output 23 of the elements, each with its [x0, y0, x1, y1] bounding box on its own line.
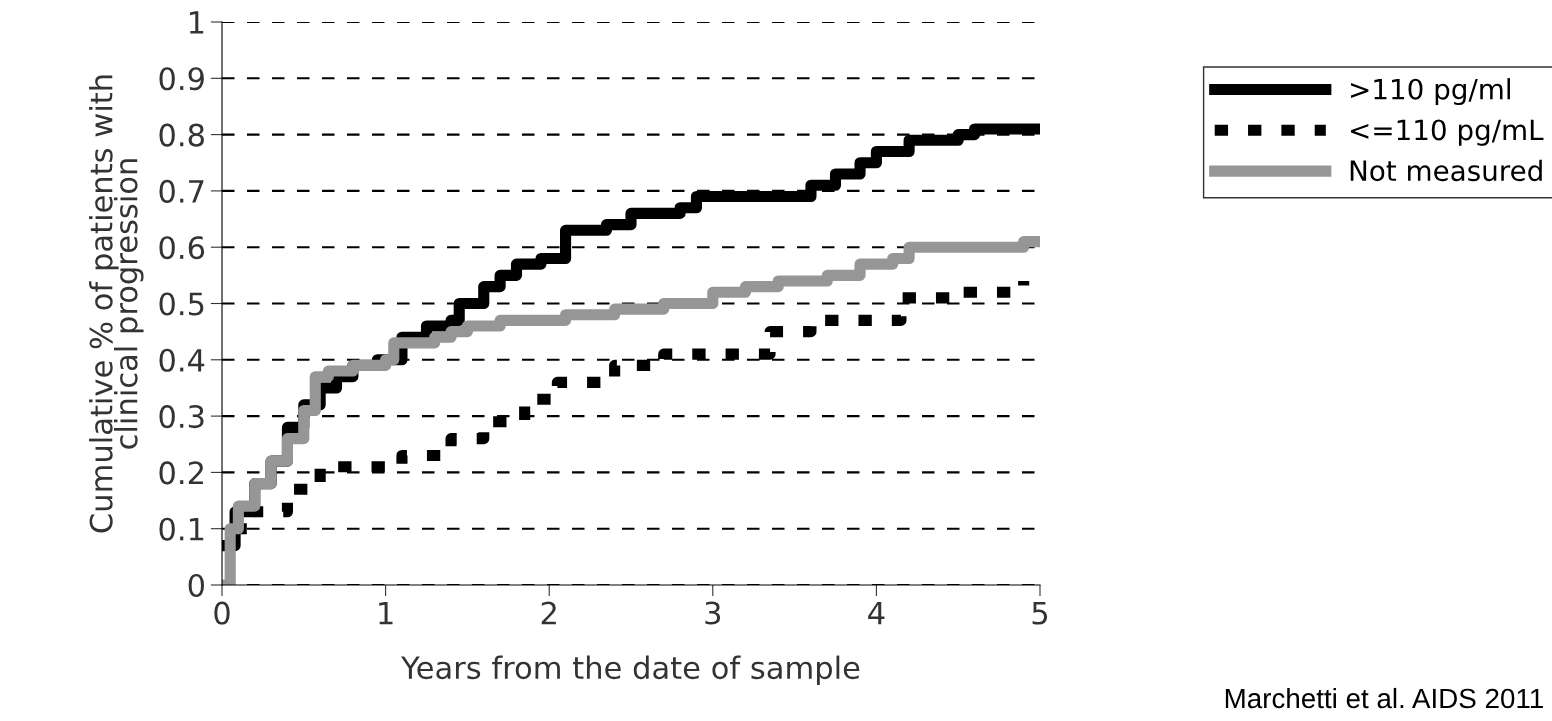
legend-label: Not measured [1350, 159, 1542, 182]
x-tick-label: 0 [214, 601, 230, 625]
x-tick-label: 5 [1032, 601, 1048, 625]
legend-label: <=110 pg/mL [1350, 119, 1544, 146]
x-axis-title: Years from the date of sample [401, 655, 860, 686]
text: Marchetti et al. AIDS 2011 [1225, 687, 1543, 709]
y-tick-label: 0.4 [159, 348, 205, 372]
y-tick-label: 0.5 [159, 292, 204, 316]
y-tick-label: 0.3 [159, 405, 204, 429]
legend-label: >110 pg/ml [1350, 78, 1510, 106]
y-tick-label: 0 [188, 573, 204, 598]
x-tick-label: 1 [379, 601, 393, 625]
y-tick-label: 0.9 [159, 67, 204, 91]
y-axis-title: Cumulative % of patients with clinical progression [89, 75, 144, 533]
y-tick-label: 0.6 [159, 236, 205, 260]
y-tick-label: 0.7 [159, 179, 204, 203]
y-tick-label: 0.2 [159, 461, 203, 485]
x-tick-label: 3 [705, 601, 721, 625]
x-tick-label: 2 [541, 601, 556, 625]
y-tick-label: 0.1 [159, 517, 204, 541]
y-tick-label: 1 [189, 11, 204, 34]
x-tick-label: 4 [868, 601, 885, 625]
y-tick-label: 0.8 [159, 123, 204, 147]
